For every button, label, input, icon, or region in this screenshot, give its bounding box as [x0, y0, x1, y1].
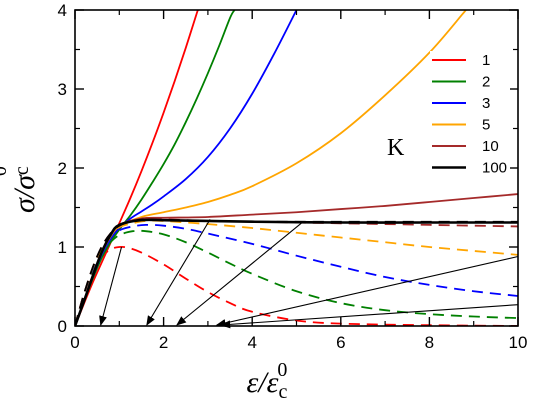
series-10-dashed [75, 218, 518, 326]
y-tick-label: 0 [58, 317, 67, 336]
legend-label-5: 5 [482, 117, 490, 134]
legend: 1 2 3 5 10 100 [430, 51, 510, 177]
legend-bg [430, 115, 510, 134]
y-axis-label: σ/σc0 [0, 166, 41, 213]
y-axis-label-main: σ/σ [8, 174, 41, 213]
legend-bg [430, 94, 510, 112]
series-3-dashed [75, 223, 518, 326]
y-tick-label: 2 [58, 159, 67, 178]
x-axis-label-sub: c [278, 381, 287, 403]
legend-label-3: 3 [482, 95, 490, 112]
arrows-group [99, 219, 519, 329]
series-2-dashed [75, 229, 518, 326]
legend-bg [430, 72, 510, 91]
series-100-dashed [75, 218, 518, 326]
y-tick-label: 1 [58, 238, 67, 257]
series-2-solid [75, 10, 236, 326]
x-tick-label: 6 [336, 333, 345, 352]
series-100-solid [75, 218, 518, 326]
arrow [99, 246, 123, 326]
arrow [220, 304, 519, 329]
curves-group [75, 10, 518, 326]
legend-label-2: 2 [482, 74, 490, 91]
y-tick-label: 3 [58, 80, 67, 99]
legend-bg [430, 51, 510, 69]
series-5-solid [75, 10, 468, 326]
series-10-solid [75, 193, 518, 326]
series-1-dashed [75, 245, 518, 326]
x-tick-label: 2 [159, 333, 168, 352]
y-tick-label: 4 [58, 1, 67, 20]
arrow [215, 255, 519, 327]
x-tick-label: 0 [70, 333, 79, 352]
legend-bg [430, 158, 510, 177]
legend-bg [430, 137, 510, 155]
x-axis-label: ε/εc0 [247, 359, 288, 403]
x-axis-label-sup: 0 [277, 359, 287, 381]
series-5-dashed [75, 219, 518, 326]
legend-title: K [387, 135, 405, 161]
x-tick-label: 10 [509, 333, 528, 352]
arrow [146, 219, 211, 326]
x-axis-label-main: ε/ε [247, 366, 279, 399]
y-axis-label-sup: 0 [0, 166, 11, 176]
series-1-solid [75, 10, 200, 326]
legend-label-1: 1 [482, 52, 490, 69]
legend-label-10: 10 [482, 138, 499, 155]
legend-label-100: 100 [482, 160, 507, 177]
y-axis-label-sub: c [11, 166, 33, 175]
x-tick-label: 8 [425, 333, 434, 352]
x-tick-label: 4 [247, 333, 256, 352]
arrow [176, 221, 304, 326]
